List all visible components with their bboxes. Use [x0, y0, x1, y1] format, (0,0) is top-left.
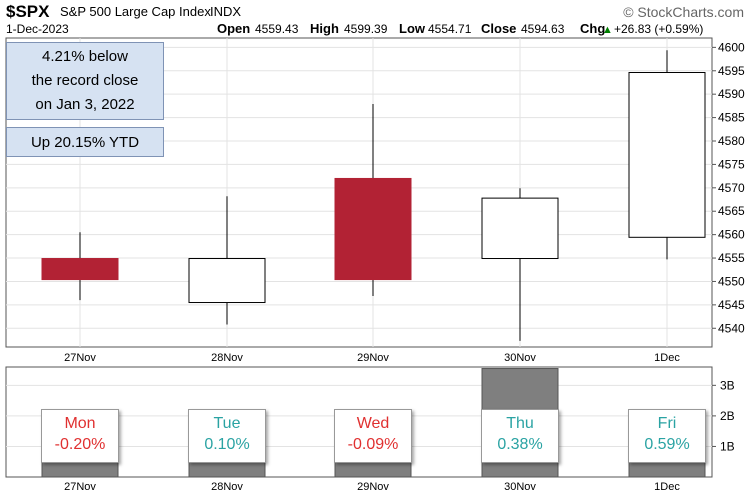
- date-label: 1-Dec-2023: [6, 22, 69, 36]
- day-name: Tue: [213, 415, 241, 432]
- price-tick-label: 4590: [718, 87, 745, 101]
- price-tick-label: 4575: [718, 157, 745, 171]
- ticker-symbol: $SPX: [6, 2, 50, 21]
- price-x-tick-label: 1Dec: [654, 352, 680, 364]
- price-tick-label: 4540: [718, 321, 745, 335]
- day-pct-change: 0.38%: [497, 436, 543, 453]
- price-tick-label: 4595: [718, 64, 745, 78]
- candle-body: [188, 258, 266, 304]
- index-name: S&P 500 Large Cap Index: [60, 4, 211, 19]
- watermark: © StockCharts.com: [623, 4, 744, 20]
- chg-label: Chg: [580, 21, 605, 36]
- price-tick-label: 4550: [718, 274, 745, 288]
- day-pct-change: 0.59%: [644, 436, 690, 453]
- volume-tick-label: 3B: [720, 378, 735, 392]
- price-x-tick-label: 28Nov: [211, 352, 243, 364]
- price-y-axis: 4540 4545 4550 4555 4560 4565 4570 4575 4580 4585…: [712, 40, 745, 335]
- price-x-axis: 27Nov 28Nov 29Nov 30Nov 1Dec: [64, 352, 680, 364]
- day-change-box: Fri 0.59%: [628, 409, 706, 463]
- candlestick-series: [41, 50, 706, 341]
- price-x-tick-label: 29Nov: [357, 352, 389, 364]
- record-note-line1: 4.21% below: [42, 48, 128, 65]
- day-pct-change: -0.20%: [54, 436, 106, 453]
- record-note-line3: on Jan 3, 2022: [35, 96, 135, 113]
- volume-y-axis: 1B 2B 3B: [712, 378, 735, 453]
- chg-value: +26.83 (+0.59%): [614, 22, 703, 36]
- record-note-line2: the record close: [31, 72, 139, 89]
- exchange-label: INDX: [210, 4, 241, 19]
- chg-arrow-icon: ▲: [602, 24, 613, 36]
- volume-tick-label: 2B: [720, 409, 735, 423]
- price-tick-label: 4585: [718, 111, 745, 125]
- close-value: 4594.63: [521, 22, 565, 36]
- day-pct-change: -0.09%: [347, 436, 399, 453]
- candle-body: [334, 177, 412, 281]
- price-tick-label: 4555: [718, 251, 745, 265]
- day-name: Wed: [356, 415, 390, 432]
- open-label: Open: [217, 21, 250, 36]
- volume-x-tick-label: 30Nov: [504, 481, 536, 493]
- day-name: Mon: [64, 415, 96, 432]
- high-value: 4599.39: [344, 22, 388, 36]
- candle-body: [628, 72, 706, 238]
- volume-x-tick-label: 28Nov: [211, 481, 243, 493]
- low-label: Low: [399, 21, 426, 36]
- day-change-box: Wed -0.09%: [334, 409, 412, 463]
- price-tick-label: 4545: [718, 298, 745, 312]
- price-tick-label: 4560: [718, 228, 745, 242]
- volume-x-tick-label: 29Nov: [357, 481, 389, 493]
- volume-x-axis: 27Nov 28Nov 29Nov 30Nov 1Dec: [64, 481, 680, 493]
- low-value: 4554.71: [428, 22, 472, 36]
- record-note: 4.21% below the record close on Jan 3, 2…: [6, 42, 164, 120]
- open-value: 4559.43: [255, 22, 299, 36]
- candle-body: [481, 197, 559, 260]
- day-change-box: Tue 0.10%: [188, 409, 266, 463]
- day-pct-change: 0.10%: [204, 436, 250, 453]
- volume-x-tick-label: 27Nov: [64, 481, 96, 493]
- day-name: Fri: [657, 415, 677, 432]
- price-x-tick-label: 27Nov: [64, 352, 96, 364]
- close-label: Close: [481, 21, 516, 36]
- price-tick-label: 4580: [718, 134, 745, 148]
- day-change-box: Mon -0.20%: [41, 409, 119, 463]
- price-tick-label: 4600: [718, 40, 745, 54]
- day-name: Thu: [506, 415, 534, 432]
- volume-tick-label: 1B: [720, 439, 735, 453]
- candle-body: [41, 258, 119, 281]
- day-change-box: Thu 0.38%: [481, 409, 559, 463]
- volume-x-tick-label: 1Dec: [654, 481, 680, 493]
- ytd-note: Up 20.15% YTD: [6, 127, 164, 157]
- price-x-tick-label: 30Nov: [504, 352, 536, 364]
- high-label: High: [310, 21, 339, 36]
- price-tick-label: 4570: [718, 181, 745, 195]
- price-tick-label: 4565: [718, 204, 745, 218]
